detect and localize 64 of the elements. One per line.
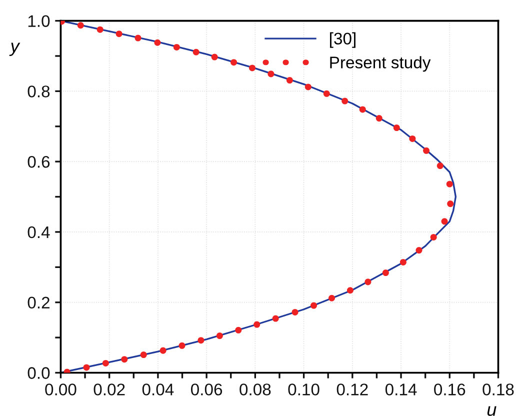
point xyxy=(310,302,318,309)
point xyxy=(436,162,444,170)
point xyxy=(211,54,218,60)
point xyxy=(249,64,256,72)
x-axis-title: u xyxy=(487,406,496,416)
point xyxy=(409,135,416,142)
x-tick-label: 0.08 xyxy=(240,384,271,396)
x-tick-label: 0.06 xyxy=(190,384,222,396)
point xyxy=(342,98,348,104)
y-tick-label: 0.0 xyxy=(28,367,50,379)
point xyxy=(364,278,372,286)
y-tick-label: 0.6 xyxy=(28,156,50,168)
point xyxy=(192,48,200,56)
point xyxy=(447,200,454,208)
point xyxy=(96,26,104,33)
x-tick-label: 0.18 xyxy=(482,384,514,396)
point xyxy=(268,70,274,78)
point xyxy=(230,59,238,66)
x-tick-label: 0.12 xyxy=(336,384,368,396)
point xyxy=(216,332,223,340)
y-tick-label: 0.2 xyxy=(28,296,50,309)
point xyxy=(346,287,354,294)
point xyxy=(286,77,293,84)
point xyxy=(376,115,382,122)
y-tick-label: 0.8 xyxy=(28,86,50,98)
point xyxy=(198,337,204,344)
x-tick-label: 0.14 xyxy=(385,384,417,396)
point xyxy=(292,308,298,316)
point xyxy=(359,106,366,113)
legend-label: [30] xyxy=(330,32,356,48)
point xyxy=(160,347,166,354)
point xyxy=(382,270,389,276)
point xyxy=(121,356,128,363)
point xyxy=(304,84,312,90)
x-tick-label: 0.16 xyxy=(434,384,466,396)
point xyxy=(416,247,422,254)
point xyxy=(173,44,180,50)
point xyxy=(134,34,142,42)
y-tick-label: 0.4 xyxy=(28,226,50,238)
point xyxy=(235,326,242,334)
point xyxy=(441,218,448,225)
point xyxy=(154,39,161,46)
point xyxy=(393,124,400,132)
point xyxy=(328,294,335,302)
point xyxy=(83,364,90,371)
point xyxy=(140,352,147,358)
point xyxy=(77,22,84,29)
point xyxy=(102,360,109,366)
x-tick-label: 0.00 xyxy=(45,384,76,396)
point xyxy=(323,90,330,97)
point xyxy=(254,321,260,328)
point xyxy=(116,30,122,38)
point xyxy=(446,180,453,188)
y-tick-label: 1.0 xyxy=(28,15,50,28)
x-tick-label: 0.02 xyxy=(94,384,125,396)
point xyxy=(430,234,437,240)
point xyxy=(400,258,406,266)
point xyxy=(423,147,430,154)
x-tick-label: 0.10 xyxy=(288,384,320,396)
point xyxy=(272,315,279,322)
y-axis-title: y xyxy=(9,42,20,56)
legend-label: Present study xyxy=(330,56,431,72)
point xyxy=(178,342,186,349)
x-tick-label: 0.04 xyxy=(142,384,174,396)
